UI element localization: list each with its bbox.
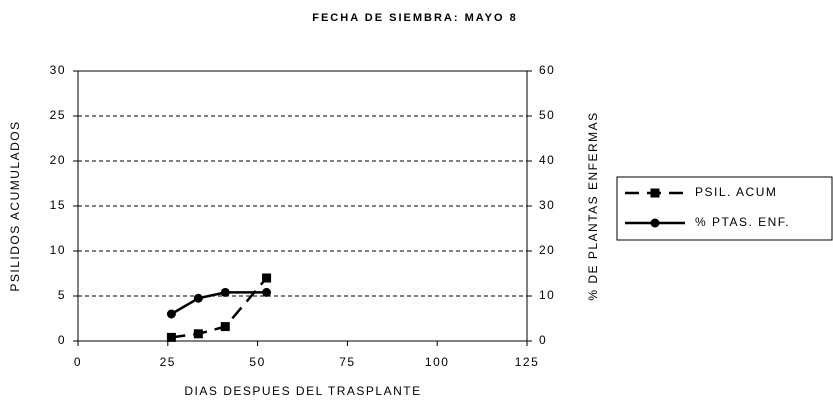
x-tick-label: 25	[160, 355, 176, 369]
square-marker	[193, 329, 203, 339]
series-line	[170, 291, 267, 316]
y2-tick-label: 20	[539, 243, 555, 257]
legend-label: PSIL. ACUM	[695, 185, 777, 199]
y-tick-label: 0	[58, 333, 66, 347]
y2-tick-label: 60	[539, 63, 555, 77]
x-tick-label: 75	[339, 355, 355, 369]
y-tick-label: 30	[50, 63, 66, 77]
circle-marker	[193, 293, 203, 303]
y2-tick-label: 30	[539, 198, 555, 212]
y-tick-label: 20	[50, 153, 66, 167]
series-line	[171, 277, 268, 339]
y2-tick-label: 40	[539, 153, 555, 167]
chart-title: FECHA DE SIEMBRA: MAYO 8	[312, 12, 517, 24]
y-tick-label: 5	[58, 288, 66, 302]
y2-tick-label: 50	[539, 108, 555, 122]
square-marker	[650, 188, 660, 198]
circle-marker	[220, 287, 230, 297]
circle-marker	[166, 309, 176, 319]
legend-label: % PTAS. ENF.	[695, 215, 790, 229]
x-tick-label: 125	[515, 355, 540, 369]
y-axis-label: PSILIDOS ACUMULADOS	[8, 120, 22, 291]
x-tick-label: 0	[74, 355, 82, 369]
x-tick-label: 50	[249, 355, 265, 369]
x-axis-label: DIAS DESPUES DEL TRASPLANTE	[184, 384, 421, 398]
circle-marker	[650, 218, 660, 228]
y-tick-label: 25	[50, 108, 66, 122]
y2-tick-label: 10	[539, 288, 555, 302]
square-marker	[220, 322, 230, 332]
x-tick-label: 100	[425, 355, 450, 369]
legend-box	[616, 176, 833, 241]
square-marker	[262, 273, 272, 283]
square-marker	[166, 332, 176, 342]
y-tick-label: 10	[50, 243, 66, 257]
y2-axis-label: % DE PLANTAS ENFERMAS	[586, 111, 600, 300]
y-tick-label: 15	[50, 198, 66, 212]
y2-tick-label: 0	[539, 333, 547, 347]
circle-marker	[262, 287, 272, 297]
